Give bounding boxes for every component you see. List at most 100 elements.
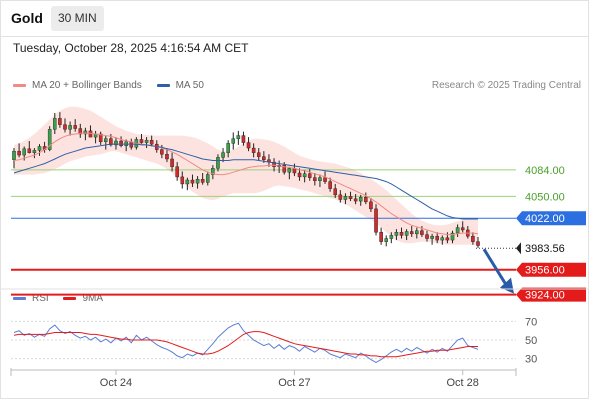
candle bbox=[246, 137, 251, 152]
forecast-arrow-shaft bbox=[482, 248, 508, 286]
legend-swatch-9ma bbox=[63, 296, 77, 300]
candle bbox=[221, 148, 225, 163]
legend-swatch-ma20 bbox=[13, 83, 26, 87]
legend-item-rsi: RSI bbox=[13, 293, 49, 304]
candle-body-up bbox=[195, 179, 200, 184]
candle-body-down bbox=[399, 232, 404, 236]
candle-body-up bbox=[318, 177, 322, 181]
candle-body-down bbox=[88, 130, 93, 138]
candle-body-up bbox=[343, 196, 348, 200]
level-label: 3924.00 bbox=[525, 290, 565, 302]
candle bbox=[374, 204, 378, 236]
candle-body-up bbox=[450, 232, 455, 241]
candle-body-up bbox=[358, 196, 363, 202]
candle-body-up bbox=[236, 135, 241, 139]
candle-body-down bbox=[246, 142, 251, 149]
candle bbox=[47, 126, 52, 152]
candle-body-down bbox=[369, 201, 373, 210]
last-price-label: 3983.56 bbox=[525, 243, 565, 255]
candle bbox=[37, 144, 42, 156]
candle bbox=[58, 112, 62, 128]
candle bbox=[287, 166, 292, 180]
candle bbox=[73, 119, 77, 132]
candle bbox=[369, 197, 373, 212]
candle-body-down bbox=[323, 177, 327, 182]
candle bbox=[216, 154, 220, 172]
candle-body-down bbox=[425, 234, 429, 239]
instrument-name: Gold bbox=[11, 10, 43, 26]
candle-body-down bbox=[333, 188, 338, 196]
x-tick-label: Oct 27 bbox=[278, 377, 310, 389]
timestamp: Tuesday, October 28, 2025 4:16:54 AM CET bbox=[13, 41, 249, 55]
candle bbox=[200, 173, 205, 185]
candle bbox=[348, 191, 353, 202]
legend-swatch-ma50 bbox=[156, 83, 170, 87]
candle-body-up bbox=[226, 143, 230, 153]
candle bbox=[364, 192, 368, 205]
candle-body-down bbox=[256, 152, 261, 157]
level-3983.56: 3983.56 bbox=[476, 241, 584, 256]
candle-body-up bbox=[185, 179, 190, 185]
candle-body-down bbox=[190, 179, 195, 184]
level-tag bbox=[516, 287, 586, 302]
legend-item-ma50: MA 50 bbox=[156, 80, 204, 91]
candle-body-down bbox=[170, 158, 174, 167]
candle-body-up bbox=[47, 129, 52, 150]
candle bbox=[460, 221, 465, 233]
candle-body-down bbox=[251, 147, 256, 153]
candle bbox=[251, 143, 256, 158]
candle bbox=[195, 176, 200, 189]
candle bbox=[440, 235, 445, 245]
candle bbox=[226, 140, 230, 158]
candle bbox=[318, 174, 322, 188]
candle-body-up bbox=[389, 235, 394, 239]
timeframe-button[interactable]: 30 MIN bbox=[51, 6, 104, 31]
candle bbox=[450, 230, 455, 244]
candle-body-down bbox=[149, 140, 154, 145]
level-4050.00: 4050.00 bbox=[11, 191, 565, 203]
candle-body-down bbox=[379, 232, 383, 242]
candle-body-up bbox=[68, 125, 72, 130]
candle bbox=[78, 123, 83, 138]
legend-swatch-rsi bbox=[13, 296, 26, 300]
candle-body-down bbox=[282, 164, 287, 173]
candle-body-down bbox=[63, 124, 67, 130]
candle-body-up bbox=[404, 231, 409, 236]
legend-label-ma20: MA 20 + Bollinger Bands bbox=[32, 80, 142, 91]
candle bbox=[404, 229, 409, 241]
candle-body-down bbox=[200, 179, 205, 183]
candle bbox=[139, 134, 144, 145]
candle-body-down bbox=[27, 148, 32, 153]
level-tag bbox=[516, 211, 586, 226]
candle-body-down bbox=[241, 135, 246, 143]
candle-body-down bbox=[119, 140, 123, 146]
candle bbox=[313, 173, 317, 186]
x-tick-label: Oct 24 bbox=[100, 377, 132, 389]
candle bbox=[88, 125, 93, 138]
candle bbox=[399, 227, 404, 239]
candle-body-up bbox=[415, 230, 419, 235]
candle-body-up bbox=[53, 118, 57, 130]
candle-body-down bbox=[165, 154, 169, 160]
candle bbox=[307, 169, 312, 181]
candle-body-down bbox=[78, 128, 83, 135]
candle bbox=[149, 135, 154, 147]
candle bbox=[425, 230, 429, 242]
candle-body-up bbox=[37, 146, 42, 151]
candle bbox=[394, 229, 399, 241]
candle bbox=[236, 130, 241, 145]
legend-label-rsi: RSI bbox=[32, 293, 49, 304]
candle-body-down bbox=[476, 241, 480, 246]
rsi-series-rsi bbox=[13, 322, 479, 363]
candle-body-down bbox=[297, 172, 302, 178]
level-4022.00: 4022.00 bbox=[11, 211, 586, 226]
candle bbox=[144, 137, 149, 149]
rsi-legend: RSI 9MA bbox=[13, 293, 115, 304]
last-price-tag bbox=[516, 241, 584, 256]
candle-body-up bbox=[455, 227, 460, 234]
candle-body-up bbox=[221, 152, 225, 158]
candle-body-down bbox=[435, 235, 439, 241]
candle-body-up bbox=[302, 173, 307, 178]
forecast-arrow-head bbox=[500, 277, 514, 294]
